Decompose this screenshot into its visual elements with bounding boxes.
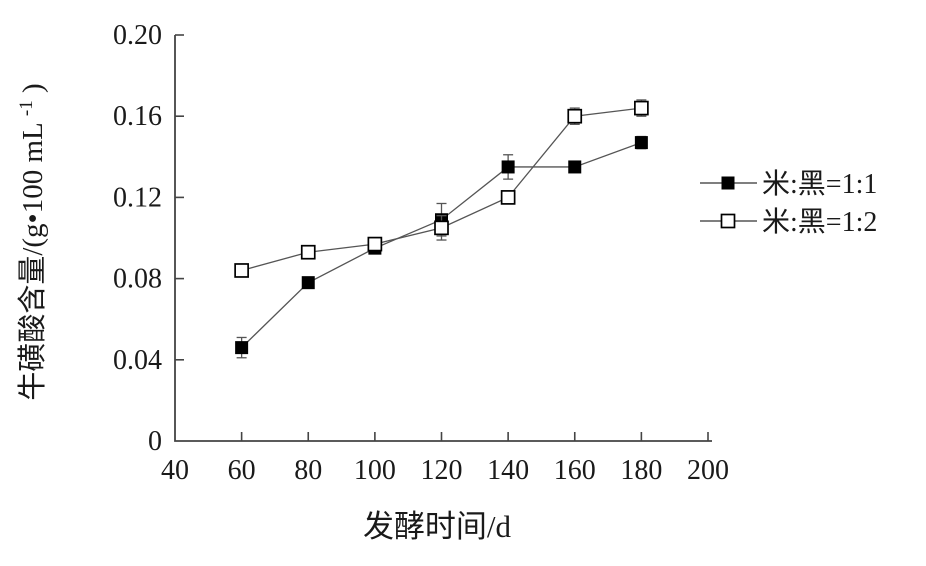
legend-glyphs — [700, 176, 757, 229]
legend-label-series-1: 米:黑=1:1 — [762, 168, 877, 200]
data-point-filled-square — [301, 276, 315, 290]
y-tick-label: 0.16 — [113, 101, 162, 132]
data-point-open-square — [567, 108, 583, 124]
axes: 40 60 80 100 120 140 160 180 200 0 0.04 0.08 0.12 0.1… — [113, 20, 729, 486]
y-axis-title-suffix: ) — [17, 83, 49, 93]
x-tick-label: 100 — [354, 455, 396, 486]
data-point-open-square — [500, 190, 516, 205]
x-tick-label: 120 — [421, 455, 463, 486]
y-tick-label: 0.20 — [113, 20, 162, 51]
data-point-open-square — [367, 236, 383, 252]
y-axis-title-superscript: -1 — [16, 100, 37, 116]
axis-line — [174, 35, 712, 442]
y-tick-label: 0 — [148, 426, 162, 457]
y-tick-label: 0.12 — [113, 182, 162, 213]
y-tick-label: 0.04 — [113, 345, 162, 376]
x-tick-label: 140 — [487, 455, 529, 486]
data-point-filled-square — [235, 341, 249, 355]
data-point-filled-square — [634, 136, 648, 150]
legend-marker-open-square-icon — [720, 213, 736, 229]
x-tick-label: 80 — [294, 455, 322, 486]
legend: 米:黑=1:1 米:黑=1:2 — [762, 168, 877, 238]
x-tick-label: 60 — [228, 455, 256, 486]
data-point-open-square — [300, 244, 316, 260]
legend-label-series-2: 米:黑=1:2 — [762, 206, 877, 238]
x-axis-title: 发酵时间/d — [363, 509, 512, 544]
x-tick-label: 160 — [554, 455, 596, 486]
data-point-open-square — [234, 263, 249, 278]
data-point-filled-square — [568, 160, 582, 174]
data-point-filled-square — [501, 160, 515, 174]
legend-marker-filled-square-icon — [721, 176, 735, 190]
y-axis-title: 牛磺酸含量/(g•100 mL -1 ) — [7, 83, 49, 400]
x-tick-label: 200 — [687, 455, 729, 486]
data-point-open-square — [434, 220, 449, 236]
data-series — [234, 99, 649, 359]
x-tick-label: 180 — [620, 455, 662, 486]
data-point-open-square — [634, 100, 649, 116]
y-tick-label: 0.08 — [113, 264, 162, 295]
x-tick-label: 40 — [161, 455, 189, 486]
y-axis-title-prefix: 牛磺酸含量/(g•100 mL — [16, 123, 49, 400]
